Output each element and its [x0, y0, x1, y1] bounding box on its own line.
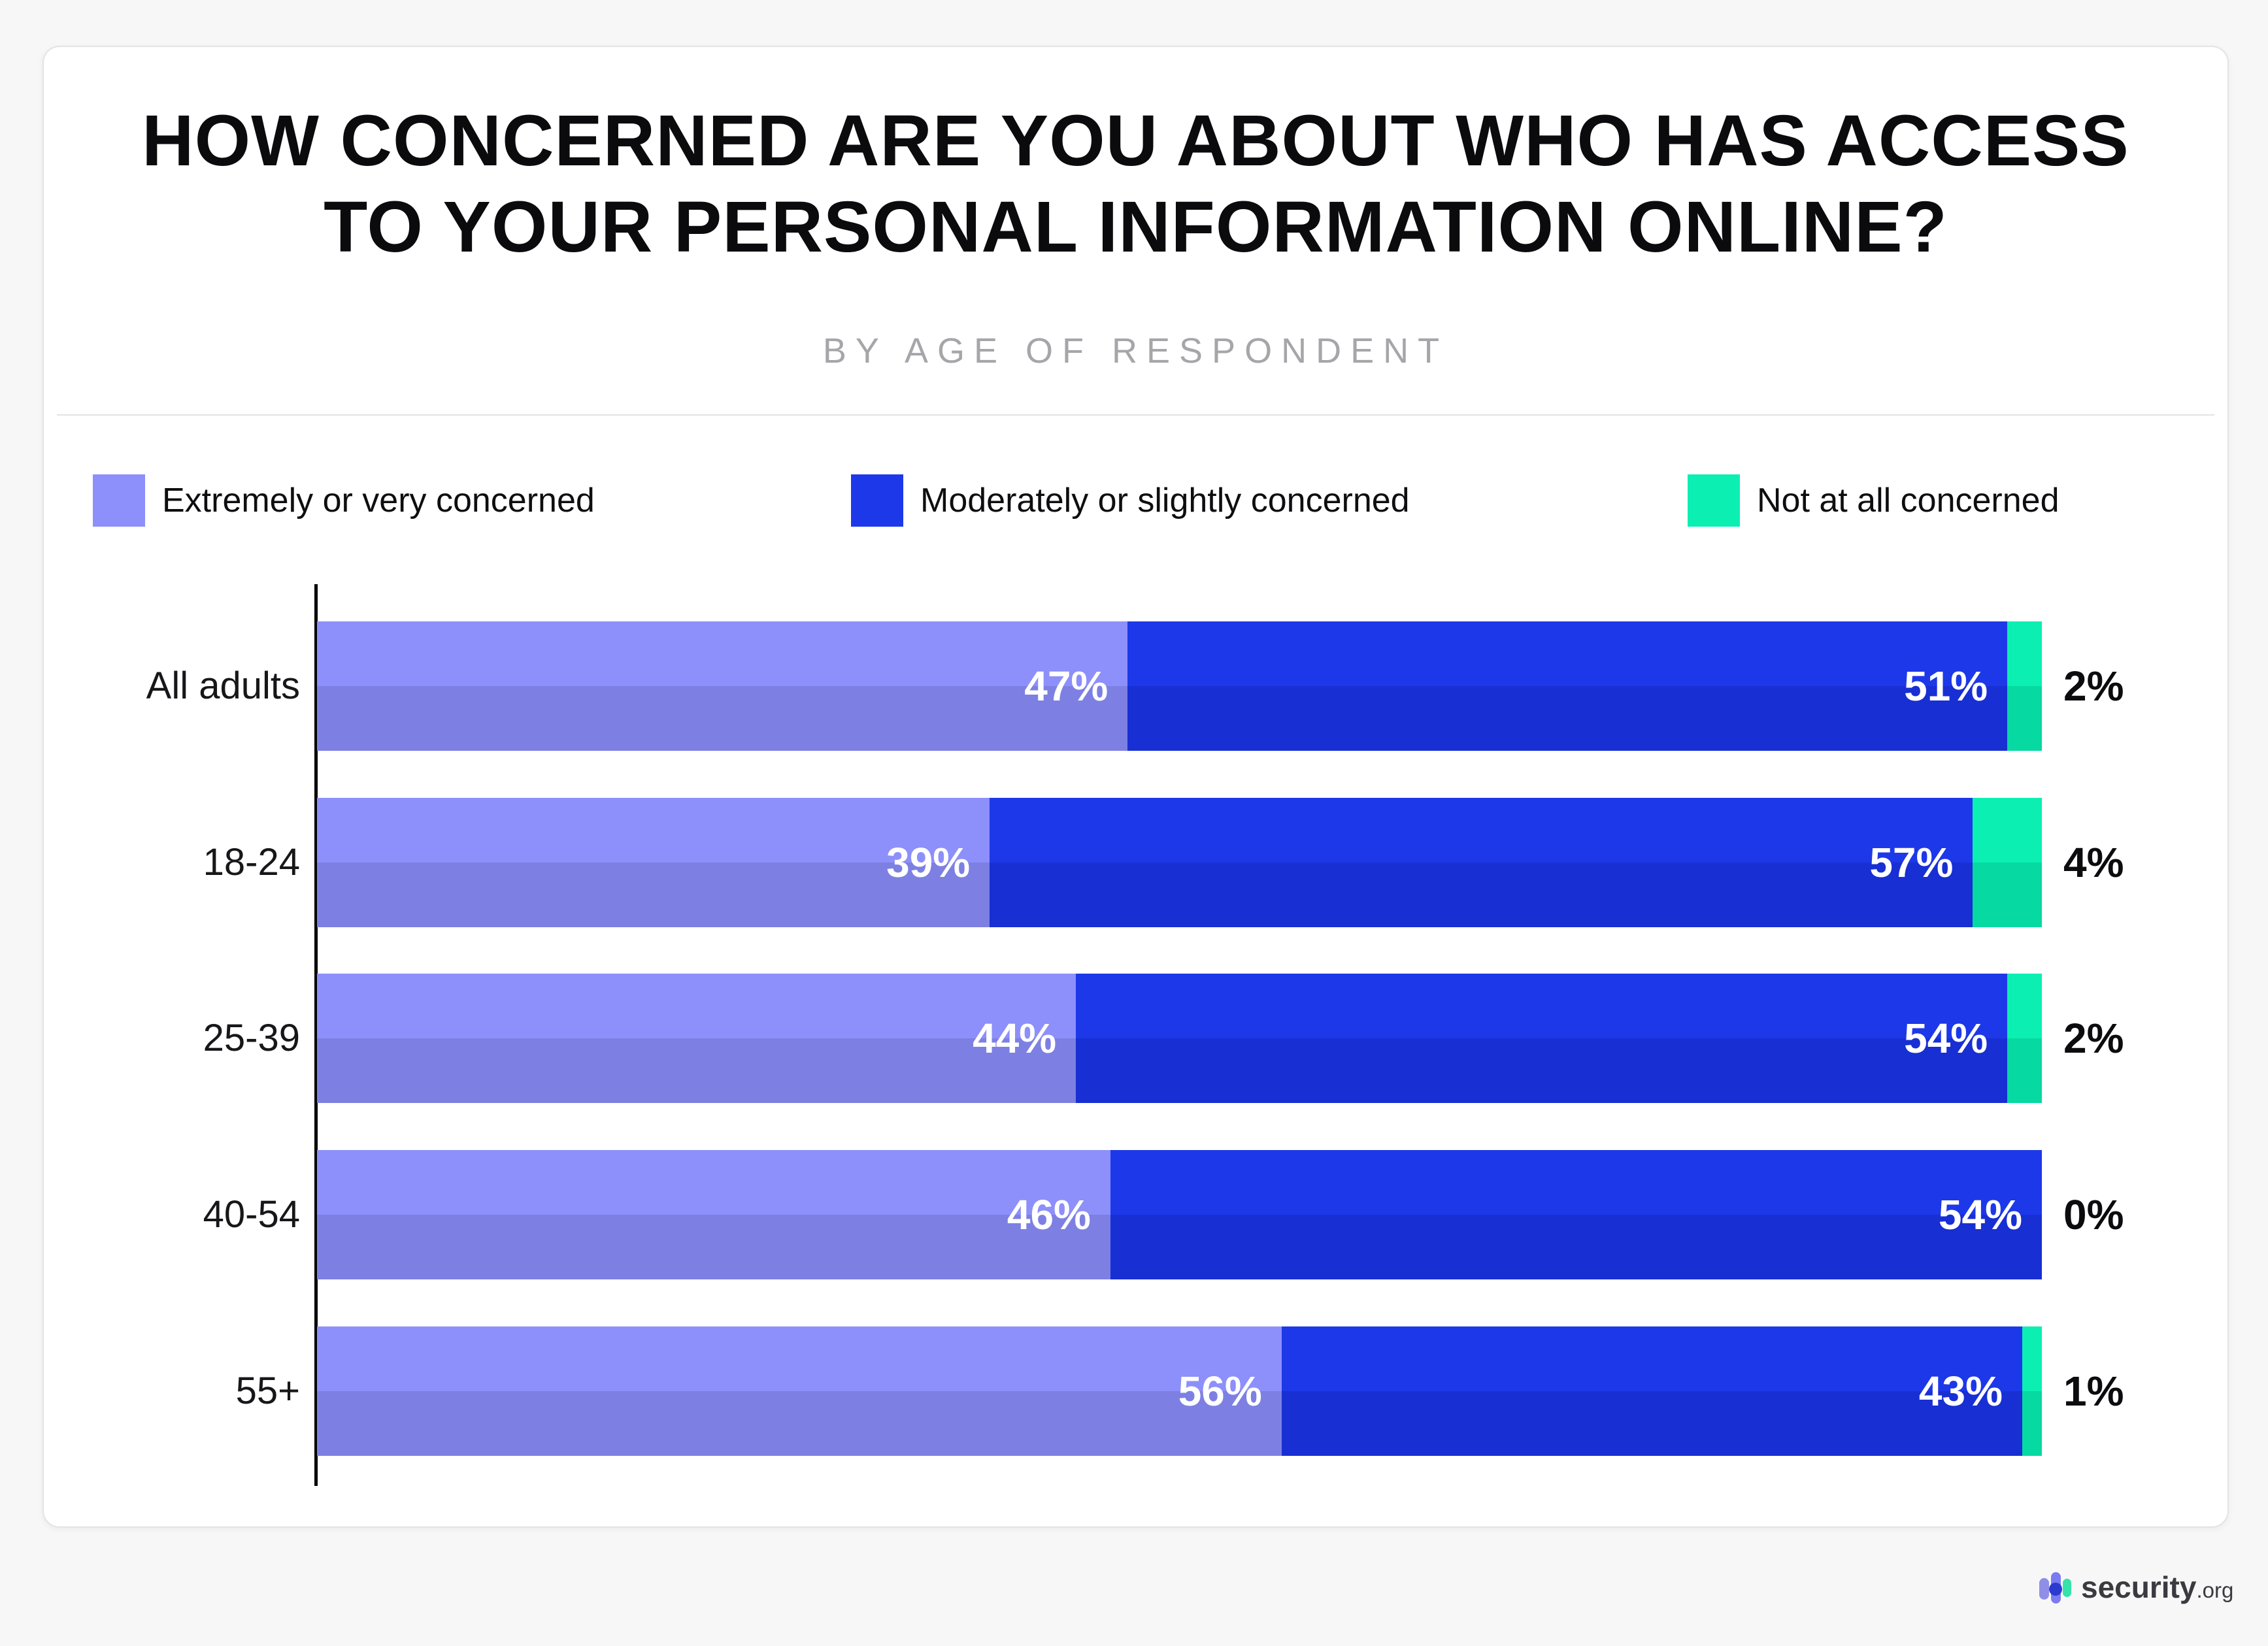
legend-label: Moderately or slightly concerned — [920, 482, 1410, 519]
category-label: 55+ — [235, 1370, 300, 1412]
segment-value-label: 47% — [1024, 663, 1109, 710]
bar-segment-moderately: 54% — [1110, 1150, 2042, 1279]
bar-segment-moderately: 51% — [1127, 621, 2008, 751]
chart-row: 25-39 44% 54% 2% — [44, 974, 2227, 1103]
stacked-bar: 47% 51% — [317, 621, 2042, 751]
stacked-bar: 46% 54% — [317, 1150, 2042, 1279]
bar-segment-extremely: 56% — [317, 1326, 1282, 1456]
bar-segment-extremely: 44% — [317, 974, 1076, 1103]
chart-row: 55+ 56% 43% 1% — [44, 1326, 2227, 1456]
outside-value-label: 4% — [2063, 839, 2124, 886]
brand-suffix: .org — [2196, 1577, 2234, 1602]
segment-value-label: 54% — [1904, 1015, 1988, 1062]
bar-segment-extremely: 47% — [317, 621, 1128, 751]
segment-value-label: 43% — [1918, 1368, 2003, 1415]
brand-logo: security.org — [2039, 1566, 2235, 1611]
legend-item-extremely: Extremely or very concerned — [93, 474, 595, 527]
chart-row: 40-54 46% 54% 0% — [44, 1150, 2227, 1279]
outside-value-label: 2% — [2063, 1015, 2124, 1062]
legend-swatch-1 — [851, 474, 903, 527]
segment-value-label: 44% — [973, 1015, 1057, 1062]
legend-item-moderately: Moderately or slightly concerned — [851, 474, 1410, 527]
outside-value-label: 2% — [2063, 663, 2124, 710]
bar-segment-notatall — [2022, 1326, 2042, 1456]
logo-dot — [2049, 1583, 2062, 1596]
security-org-logo-icon — [2039, 1572, 2072, 1605]
title-line-2: TO YOUR PERSONAL INFORMATION ONLINE? — [324, 187, 1948, 267]
category-label: 25-39 — [203, 1017, 300, 1059]
legend-item-notatall: Not at all concerned — [1688, 474, 2060, 527]
bar-segment-moderately: 43% — [1281, 1326, 2022, 1456]
segment-value-label: 39% — [886, 839, 971, 886]
segment-value-label: 56% — [1178, 1368, 1262, 1415]
bar-segment-moderately: 57% — [990, 798, 1973, 927]
divider-line — [57, 414, 2214, 416]
legend-swatch-2 — [1688, 474, 1740, 527]
logo-pill-3 — [2063, 1579, 2071, 1597]
brand-name: security.org — [2081, 1570, 2234, 1604]
stacked-bar: 44% 54% — [317, 974, 2042, 1103]
bar-chart: All adults 47% 51% 2% 18-24 39% 57% 4% 25-39 44% 5… — [44, 47, 2227, 1526]
legend-swatch-0 — [93, 474, 145, 527]
bar-segment-notatall — [2007, 621, 2042, 751]
chart-row: All adults 47% 51% 2% — [44, 621, 2227, 751]
infographic-card: HOW CONCERNED ARE YOU ABOUT WHO HAS ACCE… — [42, 46, 2229, 1528]
y-axis-line — [314, 584, 318, 1486]
bar-segment-moderately: 54% — [1076, 974, 2008, 1103]
outside-value-label: 1% — [2063, 1368, 2124, 1415]
legend-label: Not at all concerned — [1757, 482, 2060, 519]
chart-subtitle: BY AGE OF RESPONDENT — [822, 331, 1449, 370]
bar-segment-notatall — [2007, 974, 2042, 1103]
bar-segment-notatall — [1973, 798, 2042, 927]
segment-value-label: 46% — [1007, 1191, 1091, 1238]
title-line-1: HOW CONCERNED ARE YOU ABOUT WHO HAS ACCE… — [142, 101, 2129, 181]
segment-value-label: 54% — [1938, 1191, 2022, 1238]
page-title: HOW CONCERNED ARE YOU ABOUT WHO HAS ACCE… — [44, 98, 2227, 271]
category-label: All adults — [146, 665, 300, 707]
legend-label: Extremely or very concerned — [162, 482, 595, 519]
stacked-bar: 39% 57% — [317, 798, 2042, 927]
category-label: 18-24 — [203, 841, 300, 883]
bar-segment-extremely: 39% — [317, 798, 990, 927]
logo-pill-1 — [2039, 1578, 2049, 1600]
segment-value-label: 51% — [1904, 663, 1988, 710]
bar-segment-extremely: 46% — [317, 1150, 1110, 1279]
category-label: 40-54 — [203, 1193, 300, 1236]
chart-row: 18-24 39% 57% 4% — [44, 798, 2227, 927]
segment-value-label: 57% — [1869, 839, 1954, 886]
stacked-bar: 56% 43% — [317, 1326, 2042, 1456]
outside-value-label: 0% — [2063, 1191, 2124, 1238]
